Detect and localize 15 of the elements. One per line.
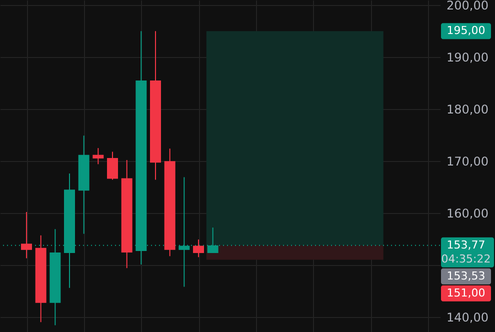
text: 151,00 (446, 286, 486, 300)
candlestick (92, 148, 104, 165)
text: 153,77 (446, 238, 486, 252)
y-tick-label: 140,00 (446, 310, 488, 324)
y-tick-label: 190,00 (446, 50, 488, 65)
y-tick-label: 170,00 (446, 154, 488, 169)
text: 04:35:22 (441, 252, 491, 266)
candlestick (193, 239, 204, 258)
text: 195,00 (446, 24, 486, 38)
candlestick (107, 151, 118, 180)
y-tick-label: 160,00 (446, 206, 488, 221)
candlestick (21, 211, 32, 259)
text: 153,53 (446, 269, 486, 282)
y-tick-label: 180,00 (446, 102, 488, 117)
y-tick-label: 200,00 (446, 0, 488, 13)
